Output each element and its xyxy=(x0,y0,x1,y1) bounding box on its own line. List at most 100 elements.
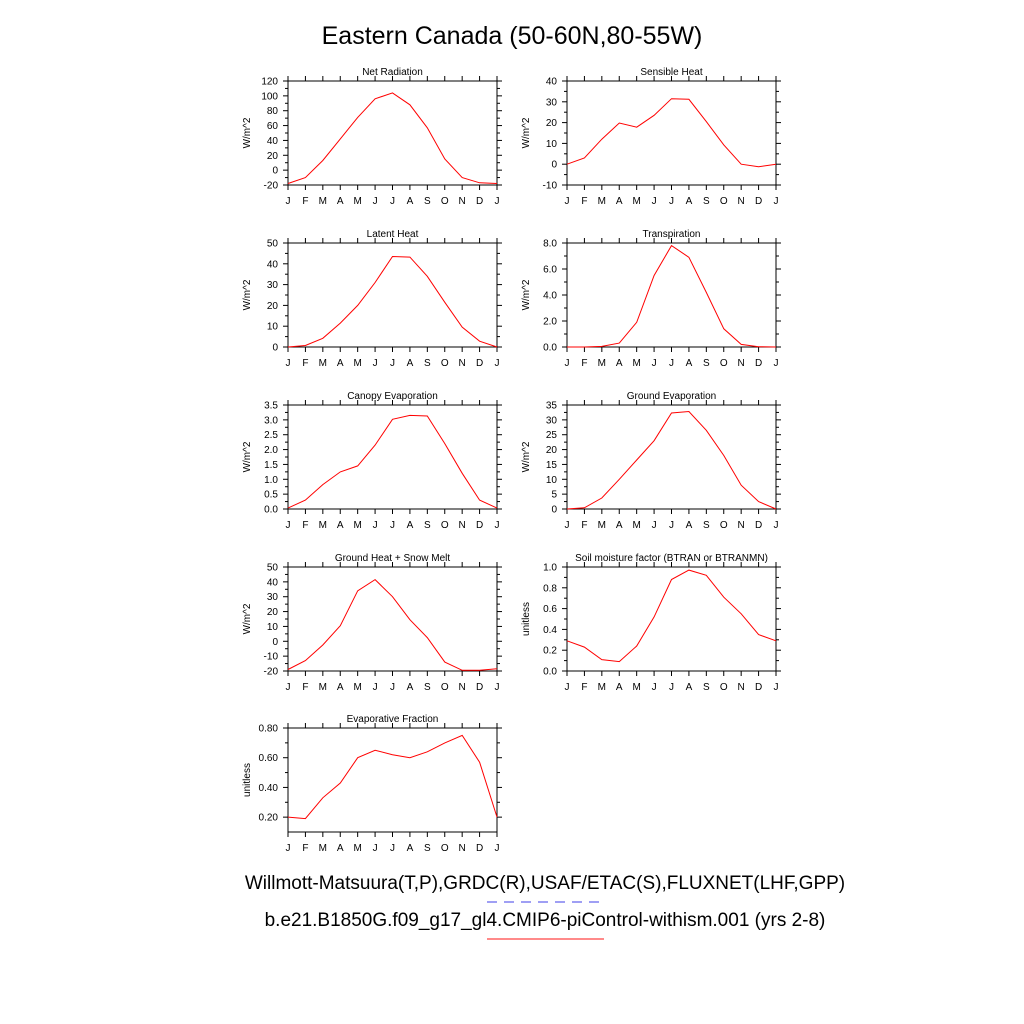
x-tick-label: D xyxy=(476,520,483,531)
y-tick-label: 0.40 xyxy=(259,783,279,794)
x-tick-label: D xyxy=(476,196,483,207)
x-tick-label: A xyxy=(686,196,693,207)
x-tick-label: N xyxy=(738,196,745,207)
x-tick-label: J xyxy=(286,682,291,693)
x-tick-label: F xyxy=(302,196,308,207)
x-tick-label: J xyxy=(652,358,657,369)
y-tick-label: 6.0 xyxy=(543,265,557,276)
x-tick-label: D xyxy=(755,358,762,369)
x-tick-label: J xyxy=(774,196,779,207)
x-tick-label: S xyxy=(424,196,431,207)
y-tick-label: 40 xyxy=(267,136,279,147)
x-tick-label: M xyxy=(353,843,361,854)
y-tick-label: 30 xyxy=(267,592,279,603)
x-tick-label: A xyxy=(337,196,344,207)
y-tick-label: 20 xyxy=(267,607,279,618)
panel-title: Ground Heat + Snow Melt xyxy=(335,553,451,564)
x-tick-label: S xyxy=(703,682,710,693)
y-tick-label: 80 xyxy=(267,106,279,117)
x-tick-label: J xyxy=(390,196,395,207)
y-tick-label: 20 xyxy=(546,445,558,456)
x-tick-label: S xyxy=(424,682,431,693)
x-tick-label: F xyxy=(302,682,308,693)
page-title: Eastern Canada (50-60N,80-55W) xyxy=(322,22,703,50)
y-tick-label: 0.60 xyxy=(259,753,279,764)
x-tick-label: J xyxy=(652,682,657,693)
y-axis-label: W/m^2 xyxy=(242,117,253,148)
x-tick-label: O xyxy=(441,358,449,369)
panel-title: Transpiration xyxy=(643,229,701,240)
panel-soil-moisture-factor-btran-or-btranmn: Soil moisture factor (BTRAN or BTRANMN) u… xyxy=(521,553,781,693)
y-tick-label: 10 xyxy=(546,139,558,150)
x-tick-label: A xyxy=(407,520,414,531)
x-tick-label: F xyxy=(581,520,587,531)
x-tick-label: J xyxy=(669,682,674,693)
x-tick-label: F xyxy=(581,196,587,207)
x-tick-label: J xyxy=(373,843,378,854)
series-line xyxy=(287,734,498,820)
x-tick-label: J xyxy=(373,682,378,693)
x-tick-label: O xyxy=(720,358,728,369)
x-tick-label: N xyxy=(459,196,466,207)
x-tick-label: J xyxy=(373,358,378,369)
y-tick-label: 0.6 xyxy=(543,604,557,615)
x-tick-label: N xyxy=(459,358,466,369)
x-tick-label: J xyxy=(495,520,500,531)
x-tick-label: N xyxy=(738,682,745,693)
x-tick-label: S xyxy=(703,520,710,531)
x-tick-label: A xyxy=(686,358,693,369)
y-tick-label: 20 xyxy=(267,151,279,162)
x-tick-label: O xyxy=(720,520,728,531)
x-tick-label: J xyxy=(774,520,779,531)
x-tick-label: J xyxy=(669,358,674,369)
x-tick-label: M xyxy=(353,682,361,693)
y-tick-label: 0 xyxy=(272,343,278,354)
x-tick-label: N xyxy=(459,682,466,693)
y-axis-label: W/m^2 xyxy=(521,117,532,148)
x-tick-label: O xyxy=(441,843,449,854)
x-tick-label: O xyxy=(441,520,449,531)
x-tick-label: A xyxy=(616,520,623,531)
x-tick-label: N xyxy=(738,520,745,531)
x-tick-label: D xyxy=(755,520,762,531)
x-tick-label: A xyxy=(407,843,414,854)
x-tick-label: J xyxy=(774,682,779,693)
x-tick-label: M xyxy=(598,358,606,369)
y-axis-label: W/m^2 xyxy=(521,279,532,310)
x-tick-label: N xyxy=(459,520,466,531)
y-tick-label: 0.20 xyxy=(259,813,279,824)
y-tick-label: 0 xyxy=(551,505,557,516)
y-tick-label: 8.0 xyxy=(543,239,557,250)
y-tick-label: 1.0 xyxy=(543,563,557,574)
y-tick-label: 40 xyxy=(546,77,558,88)
x-tick-label: A xyxy=(407,196,414,207)
x-tick-label: J xyxy=(390,358,395,369)
plot-frame xyxy=(566,242,777,348)
x-tick-label: A xyxy=(686,520,693,531)
panel-title: Evaporative Fraction xyxy=(347,714,439,725)
plot-frame xyxy=(566,404,777,510)
x-tick-label: S xyxy=(703,358,710,369)
y-tick-label: 1.0 xyxy=(264,475,278,486)
x-tick-label: J xyxy=(390,843,395,854)
y-tick-label: 0.8 xyxy=(543,583,557,594)
x-tick-label: D xyxy=(476,843,483,854)
plot-frame xyxy=(287,727,498,833)
panel-title: Ground Evaporation xyxy=(627,391,717,402)
y-tick-label: 2.0 xyxy=(264,445,278,456)
y-axis-label: W/m^2 xyxy=(521,441,532,472)
x-tick-label: A xyxy=(407,358,414,369)
x-tick-label: J xyxy=(373,520,378,531)
legend-entry-obs: Willmott-Matsuura(T,P),GRDC(R),USAF/ETAC… xyxy=(245,873,845,894)
x-tick-label: M xyxy=(632,196,640,207)
panel-title: Latent Heat xyxy=(367,229,419,240)
y-tick-label: 20 xyxy=(267,301,279,312)
plot-frame xyxy=(566,80,777,186)
series-line xyxy=(287,255,498,348)
y-tick-label: 0.0 xyxy=(543,343,557,354)
x-tick-label: M xyxy=(353,196,361,207)
series-line xyxy=(287,578,498,671)
